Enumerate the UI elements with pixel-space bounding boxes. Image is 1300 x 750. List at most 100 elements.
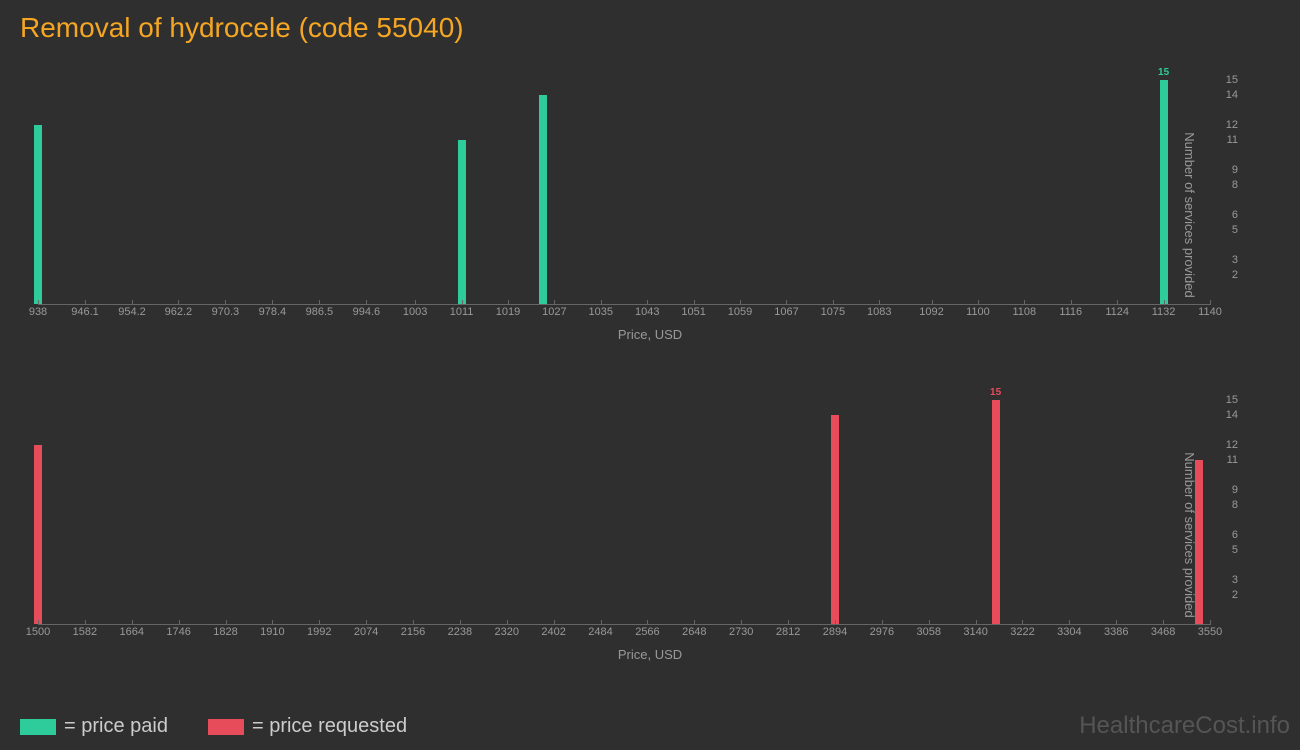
x-tick-mark	[38, 620, 39, 625]
x-tick-mark	[366, 300, 367, 305]
x-tick-label: 3468	[1151, 626, 1175, 638]
x-tick-label: 1500	[26, 626, 50, 638]
x-tick-mark	[507, 620, 508, 625]
x-tick-label: 946.1	[71, 306, 99, 318]
x-tick-label: 1019	[496, 306, 520, 318]
x-tick-mark	[882, 620, 883, 625]
y-tick-label: 3	[1232, 574, 1238, 586]
x-tick-mark	[833, 300, 834, 305]
plot-area-bottom: 15	[38, 400, 1210, 625]
y-ticks-bottom: 23568911121415	[1214, 400, 1238, 625]
x-tick-label: 1043	[635, 306, 659, 318]
x-tick-label: 2320	[495, 626, 519, 638]
x-tick-mark	[647, 620, 648, 625]
x-tick-mark	[879, 300, 880, 305]
x-tick-label: 1116	[1059, 306, 1082, 318]
x-tick-mark	[226, 620, 227, 625]
x-axis-label-top: Price, USD	[618, 327, 682, 342]
x-tick-mark	[786, 300, 787, 305]
x-tick-label: 986.5	[306, 306, 334, 318]
y-tick-label: 14	[1226, 409, 1238, 421]
legend: = price paid = price requested	[20, 715, 407, 738]
x-tick-label: 1035	[589, 306, 613, 318]
y-tick-label: 8	[1232, 499, 1238, 511]
y-tick-label: 15	[1226, 394, 1238, 406]
y-tick-label: 11	[1227, 134, 1238, 146]
x-tick-mark	[647, 300, 648, 305]
chart-title: Removal of hydrocele (code 55040)	[0, 0, 1300, 52]
x-tick-mark	[835, 620, 836, 625]
x-tick-mark	[85, 620, 86, 625]
x-tick-mark	[413, 620, 414, 625]
x-tick-mark	[462, 300, 463, 305]
x-tick-label: 2566	[635, 626, 659, 638]
x-tick-mark	[1024, 300, 1025, 305]
x-tick-label: 1075	[821, 306, 845, 318]
x-tick-mark	[132, 620, 133, 625]
x-tick-label: 3386	[1104, 626, 1128, 638]
x-tick-mark	[1071, 300, 1072, 305]
y-tick-label: 9	[1232, 164, 1238, 176]
y-tick-label: 6	[1232, 209, 1238, 221]
x-tick-mark	[1117, 300, 1118, 305]
legend-label-paid: = price paid	[64, 715, 168, 738]
bar-value-label: 15	[990, 387, 1001, 398]
legend-swatch-requested	[208, 719, 244, 735]
y-tick-label: 2	[1232, 589, 1238, 601]
x-tick-mark	[1164, 300, 1165, 305]
legend-item-requested: = price requested	[208, 715, 407, 738]
x-tick-label: 1011	[450, 306, 474, 318]
x-tick-label: 3304	[1057, 626, 1081, 638]
legend-item-paid: = price paid	[20, 715, 168, 738]
x-tick-mark	[319, 300, 320, 305]
x-tick-label: 1027	[542, 306, 566, 318]
x-tick-label: 978.4	[259, 306, 287, 318]
x-tick-label: 1051	[681, 306, 705, 318]
x-tick-mark	[554, 620, 555, 625]
bar	[34, 125, 42, 304]
x-tick-mark	[1163, 620, 1164, 625]
y-tick-label: 11	[1227, 454, 1238, 466]
x-axis-label-bottom: Price, USD	[618, 647, 682, 662]
legend-label-requested: = price requested	[252, 715, 407, 738]
x-tick-mark	[225, 300, 226, 305]
x-tick-mark	[1069, 620, 1070, 625]
x-tick-mark	[178, 300, 179, 305]
y-ticks-top: 23568911121415	[1214, 80, 1238, 305]
bar	[992, 400, 1000, 624]
y-axis-label-bottom: Number of services provided	[1182, 452, 1197, 617]
x-tick-label: 1664	[120, 626, 144, 638]
x-ticks-bottom: 1500158216641746182819101992207421562238…	[38, 626, 1210, 642]
x-tick-label: 2894	[823, 626, 847, 638]
x-tick-mark	[694, 300, 695, 305]
x-tick-mark	[508, 300, 509, 305]
y-tick-label: 12	[1226, 439, 1238, 451]
x-tick-label: 1003	[403, 306, 427, 318]
x-tick-label: 1132	[1152, 306, 1176, 318]
x-tick-mark	[740, 300, 741, 305]
x-tick-label: 3058	[916, 626, 940, 638]
x-tick-label: 1092	[919, 306, 943, 318]
y-tick-label: 2	[1232, 269, 1238, 281]
x-tick-label: 1059	[728, 306, 752, 318]
x-tick-mark	[1210, 620, 1211, 625]
chart-price-requested: 15 1500158216641746182819101992207421562…	[20, 390, 1280, 680]
x-tick-label: 3140	[963, 626, 987, 638]
x-ticks-top: 938946.1954.2962.2970.3978.4986.5994.610…	[38, 306, 1210, 322]
x-tick-mark	[85, 300, 86, 305]
y-tick-label: 6	[1232, 529, 1238, 541]
y-tick-label: 15	[1226, 74, 1238, 86]
x-tick-label: 2976	[870, 626, 894, 638]
x-tick-label: 2074	[354, 626, 378, 638]
x-tick-mark	[319, 620, 320, 625]
bar-value-label: 15	[1158, 67, 1169, 78]
x-tick-label: 1124	[1105, 306, 1129, 318]
y-axis-label-top: Number of services provided	[1182, 132, 1197, 297]
x-tick-mark	[38, 300, 39, 305]
x-tick-mark	[179, 620, 180, 625]
x-tick-mark	[272, 300, 273, 305]
x-tick-label: 1140	[1198, 306, 1222, 318]
x-tick-mark	[788, 620, 789, 625]
x-tick-label: 954.2	[118, 306, 146, 318]
x-tick-label: 2156	[401, 626, 425, 638]
